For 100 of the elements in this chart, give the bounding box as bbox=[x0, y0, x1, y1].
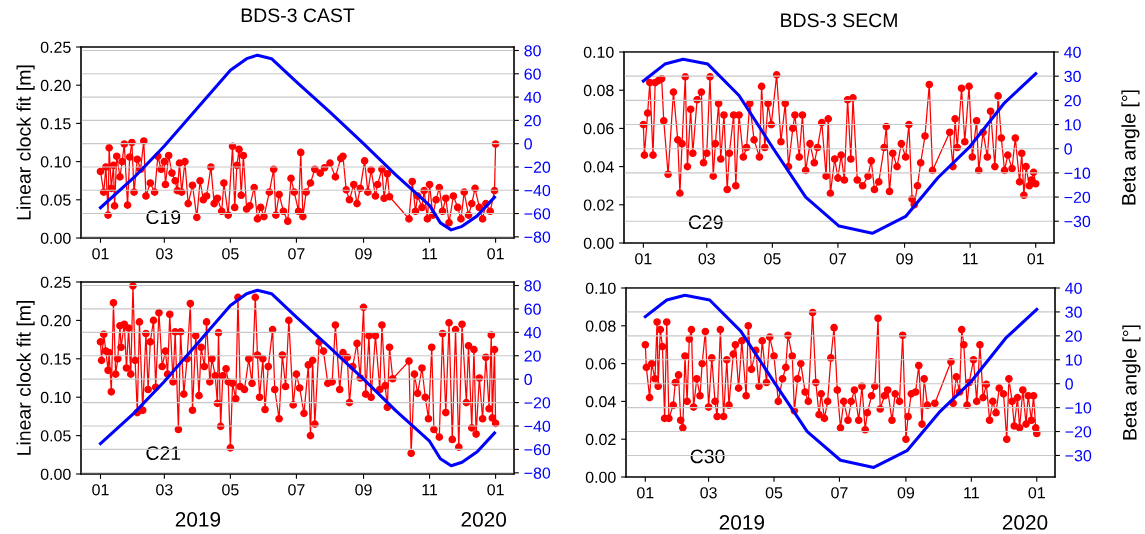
x-tick-label: 05 bbox=[764, 253, 781, 265]
y-tick-label: 0.25 bbox=[40, 41, 71, 53]
y-tick-label: 0.08 bbox=[583, 84, 614, 97]
x-tick-label: 01 bbox=[637, 487, 654, 499]
y-tick-label: 0.04 bbox=[583, 161, 614, 173]
y-tick-label: 0.10 bbox=[40, 391, 71, 404]
y2-axis-title: Beta angle [°] bbox=[1121, 90, 1140, 205]
x-tick-label: 01 bbox=[1027, 253, 1044, 265]
x-tick-label: 03 bbox=[156, 484, 173, 496]
text: 2019 bbox=[175, 512, 221, 527]
line-series bbox=[641, 57, 1038, 235]
y2-tick-label: −20 bbox=[524, 397, 551, 409]
text: 2020 bbox=[461, 512, 507, 527]
y-tick-label: 0.00 bbox=[583, 237, 614, 249]
y2-tick-label: 60 bbox=[524, 68, 541, 80]
y-tick-label: 0.20 bbox=[40, 79, 71, 92]
y-tick-label: 0.08 bbox=[585, 320, 616, 332]
y-axis-title: Linear clock fit [m] bbox=[16, 301, 35, 455]
x-tick-label: 03 bbox=[700, 487, 717, 499]
y2-tick-label: 40 bbox=[524, 326, 541, 339]
y2-tick-label: −80 bbox=[524, 467, 551, 479]
x-tick-label: 01 bbox=[92, 248, 109, 260]
y2-tick-label: −10 bbox=[1064, 167, 1091, 179]
x-tick-label: 11 bbox=[422, 248, 438, 260]
y2-tick-label: 0 bbox=[524, 138, 532, 150]
y-tick-label: 0.00 bbox=[585, 471, 616, 483]
y2-tick-label: −20 bbox=[1064, 191, 1091, 204]
y-tick-label: 0.02 bbox=[583, 199, 614, 211]
y2-tick-label: 40 bbox=[524, 91, 541, 104]
x-tick-label: 07 bbox=[288, 248, 305, 260]
y2-tick-label: −40 bbox=[524, 184, 551, 197]
x-tick-label: 11 bbox=[422, 484, 438, 496]
text: 2020 bbox=[1002, 515, 1048, 530]
x-tick-label: 01 bbox=[1028, 487, 1045, 499]
y2-tick-label: 20 bbox=[1065, 330, 1082, 342]
line-series bbox=[98, 53, 497, 232]
y2-tick-label: 30 bbox=[1065, 306, 1082, 318]
y2-tick-label: 80 bbox=[524, 280, 541, 292]
y2-tick-label: −30 bbox=[1065, 450, 1092, 462]
y2-tick-label: 0 bbox=[1064, 143, 1072, 155]
x-tick-label: 07 bbox=[288, 484, 305, 496]
y2-tick-label: 60 bbox=[524, 303, 541, 315]
y-tick-label: 0.25 bbox=[40, 276, 71, 288]
x-tick-label: 07 bbox=[829, 253, 847, 265]
x-tick-label: 05 bbox=[765, 487, 783, 499]
y2-tick-label: −20 bbox=[1065, 426, 1092, 438]
x-tick-label: 05 bbox=[222, 484, 239, 496]
y2-tick-label: −10 bbox=[1065, 402, 1092, 414]
y2-tick-label: 0 bbox=[1065, 378, 1073, 390]
y2-tick-label: 80 bbox=[524, 45, 541, 57]
y-tick-label: 0.10 bbox=[585, 282, 616, 294]
y-tick-label: 0.04 bbox=[585, 396, 616, 408]
y2-tick-label: 40 bbox=[1065, 282, 1082, 294]
y2-tick-label: 0 bbox=[524, 373, 532, 386]
x-tick-label: 07 bbox=[831, 487, 848, 499]
y-tick-label: 0.10 bbox=[40, 156, 71, 168]
annotation: C29 bbox=[688, 215, 723, 230]
x-tick-label: 03 bbox=[698, 253, 715, 265]
y2-tick-label: 10 bbox=[1065, 354, 1082, 366]
y-tick-label: 0.02 bbox=[585, 433, 616, 446]
x-tick-label: 09 bbox=[355, 484, 372, 496]
x-tick-label: 09 bbox=[355, 248, 372, 260]
x-tick-label: 01 bbox=[487, 484, 504, 496]
y2-tick-label: −20 bbox=[524, 161, 551, 173]
y-tick-label: 0.06 bbox=[583, 123, 614, 135]
y2-tick-label: −30 bbox=[1064, 215, 1091, 228]
y-tick-label: 0.00 bbox=[40, 232, 71, 244]
y2-tick-label: −60 bbox=[524, 208, 551, 220]
y2-tick-label: 20 bbox=[524, 350, 541, 362]
y2-tick-label: 40 bbox=[1064, 46, 1081, 58]
y-axis-title: Linear clock fit [m] bbox=[16, 65, 35, 220]
x-tick-label: 01 bbox=[92, 484, 109, 496]
y-tick-label: 0.15 bbox=[40, 118, 71, 130]
chart-title: BDS-3 CAST bbox=[241, 8, 355, 23]
y2-tick-label: 20 bbox=[524, 115, 541, 127]
y-tick-label: 0.10 bbox=[583, 46, 614, 58]
y-tick-label: 0.15 bbox=[40, 353, 71, 365]
x-tick-label: 05 bbox=[222, 248, 239, 260]
y2-tick-label: 10 bbox=[1064, 119, 1081, 131]
y2-axis-title: Beta angle [°] bbox=[1122, 325, 1141, 440]
x-tick-label: 03 bbox=[156, 248, 173, 260]
x-tick-label: 01 bbox=[635, 253, 652, 265]
y2-tick-label: 20 bbox=[1064, 94, 1081, 107]
x-tick-label: 09 bbox=[897, 487, 915, 499]
y2-tick-label: −80 bbox=[524, 231, 551, 243]
y-tick-label: 0.06 bbox=[585, 358, 616, 370]
text: 2019 bbox=[719, 515, 765, 530]
x-tick-label: 01 bbox=[487, 248, 504, 260]
y-tick-label: 0.05 bbox=[40, 194, 71, 206]
x-tick-label: 11 bbox=[964, 487, 979, 499]
chart-title: BDS-3 SECM bbox=[781, 13, 897, 28]
y-tick-label: 0.05 bbox=[40, 430, 71, 442]
y2-tick-label: −40 bbox=[524, 420, 551, 432]
x-tick-label: 11 bbox=[963, 253, 978, 265]
y-tick-label: 0.00 bbox=[40, 468, 71, 480]
line-series bbox=[643, 293, 1039, 469]
y2-tick-label: −60 bbox=[524, 444, 551, 456]
y-tick-label: 0.20 bbox=[40, 315, 71, 327]
y2-tick-label: 30 bbox=[1064, 70, 1081, 83]
x-tick-label: 09 bbox=[896, 253, 913, 265]
